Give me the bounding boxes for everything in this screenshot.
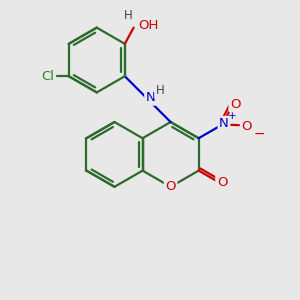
Text: N: N [146,91,155,104]
Text: H: H [156,84,164,98]
Text: O: O [165,180,176,193]
Text: +: + [228,111,236,121]
Text: O: O [241,120,252,133]
Text: OH: OH [138,19,158,32]
Text: O: O [230,98,241,111]
Text: Cl: Cl [42,70,55,83]
Text: H: H [124,9,133,22]
Text: −: − [254,127,266,141]
Text: O: O [217,176,227,189]
Text: N: N [219,117,229,130]
